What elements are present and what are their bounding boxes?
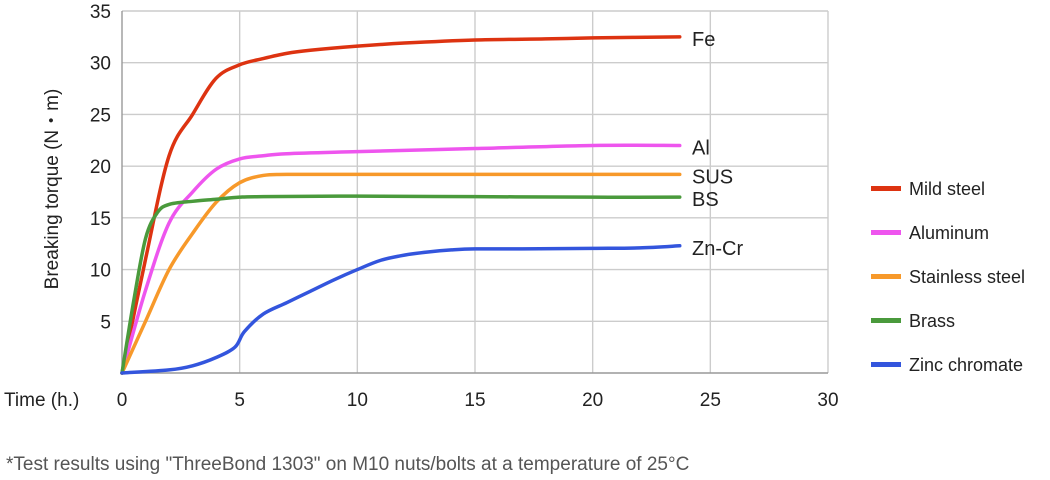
y-tick-label: 5 xyxy=(100,312,111,333)
axes: 0 5 10 15 20 25 30 5 10 15 20 25 30 35 xyxy=(90,2,839,411)
grid xyxy=(122,10,829,373)
y-tick-label: 30 xyxy=(90,54,111,75)
y-tick-label: 35 xyxy=(90,2,111,23)
series-line-zinc-chromate xyxy=(120,244,682,375)
x-tick-label: 25 xyxy=(700,390,721,411)
y-tick-label: 25 xyxy=(90,105,111,126)
legend-swatch-mild-steel xyxy=(871,186,901,191)
y-tick-label: 15 xyxy=(90,209,111,230)
series-end-label-aluminum: Al xyxy=(692,137,710,159)
x-axis-title: Time (h.) xyxy=(4,390,79,411)
series-end-label-zinc-chromate: Zn-Cr xyxy=(692,238,743,260)
x-tick-label: 0 xyxy=(117,390,128,411)
series-end-label-mild-steel: Fe xyxy=(692,29,715,51)
legend: Mild steel Aluminum Stainless steel Brass Zi… xyxy=(871,179,1025,375)
y-tick-label: 10 xyxy=(90,261,111,282)
series-line-brass xyxy=(120,194,682,375)
series-line-stainless-steel xyxy=(120,172,682,375)
y-tick-label: 20 xyxy=(90,157,111,178)
x-tick-label: 15 xyxy=(464,390,485,411)
legend-swatch-stainless-steel xyxy=(871,274,901,279)
x-tick-label: 20 xyxy=(582,390,603,411)
x-tick-label: 5 xyxy=(234,390,245,411)
y-axis-title: Breaking torque (N・m) xyxy=(42,89,63,290)
legend-swatch-aluminum xyxy=(871,230,901,235)
legend-label-brass: Brass xyxy=(909,311,955,331)
legend-label-aluminum: Aluminum xyxy=(909,223,989,243)
series-end-label-stainless-steel: SUS xyxy=(692,166,733,188)
series-lines xyxy=(120,35,682,375)
series-end-label-brass: BS xyxy=(692,189,719,211)
x-tick-label: 30 xyxy=(817,390,838,411)
legend-label-stainless-steel: Stainless steel xyxy=(909,267,1025,287)
series-line-aluminum xyxy=(120,143,682,375)
legend-label-zinc-chromate: Zinc chromate xyxy=(909,355,1023,375)
footnote: *Test results using "ThreeBond 1303" on … xyxy=(6,454,690,475)
legend-label-mild-steel: Mild steel xyxy=(909,179,985,199)
legend-swatch-brass xyxy=(871,318,901,323)
x-tick-label: 10 xyxy=(347,390,368,411)
series-line-mild-steel xyxy=(120,35,682,375)
legend-swatch-zinc-chromate xyxy=(871,362,901,367)
